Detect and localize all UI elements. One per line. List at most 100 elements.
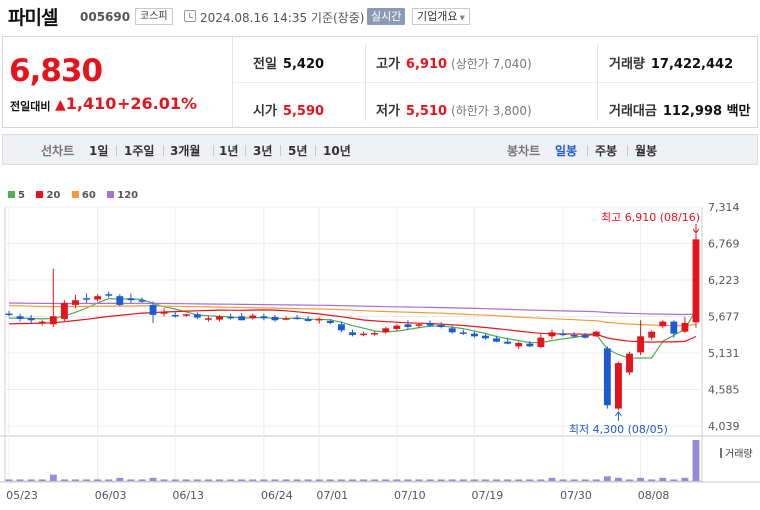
volume-bar [637,477,645,481]
stock-code: 005690 [80,10,131,24]
tab-daily[interactable]: 일봉 [555,144,578,158]
ma5-line [9,297,697,359]
ma20-line [8,309,697,343]
low-value: 5,510 [405,104,448,119]
realtime-button[interactable]: 실시간 [367,8,406,25]
candle-body [227,316,235,319]
candle-body [493,338,500,342]
candle-body [94,296,102,300]
amount-label: 거래대금 [609,104,657,119]
candle-body [293,317,301,320]
candle-body [326,320,334,323]
tab-3m[interactable]: 3개월 [170,144,201,158]
price-block: 6,830 전일대비 ▲1,410 +26.01% [3,37,233,127]
volume-bar [238,479,246,481]
volume-bar [304,479,312,481]
volume-bar [160,479,168,481]
candle-body [515,343,523,347]
tab-1d[interactable]: 1일 [89,144,109,158]
tab-1w[interactable]: 1주일 [124,144,155,158]
volume-label: 거래량 [609,57,645,72]
volume-bar [537,479,545,481]
volume-bar [72,479,79,481]
volume-bar [27,479,35,481]
y-tick-label: 4,039 [708,420,740,433]
volume-bar [504,479,512,481]
price-chart[interactable]: 05/23 06/03 06/13 06/24 07/01 07/10 07/19 07/30… [0,195,760,510]
tab-1y[interactable]: 1년 [219,144,239,158]
candle-body [105,294,113,296]
volume-bar [581,479,589,481]
volume-bar [515,479,523,481]
y-tick-label: 5,131 [708,347,740,360]
volume-bar [548,477,556,481]
upper-limit: (상한가 7,040) [451,57,532,71]
volume-bar [293,479,301,481]
legend-ma120-label: 120 [117,190,139,201]
volume-bar [260,479,268,481]
candle-body [448,328,456,333]
candle-body [415,324,423,326]
volume-bar [393,479,401,481]
candle-body [670,321,678,334]
ma60-line [8,305,697,327]
caret-down-icon: ▼ [459,14,465,22]
open-label: 시가 [253,104,277,119]
candle-body [482,335,489,339]
open-value: 5,590 [282,104,325,119]
volume-bar [127,479,135,481]
tab-10y[interactable]: 10년 [323,144,351,158]
candle-body [238,316,246,321]
volume-bar [681,477,689,481]
x-tick-label: 06/03 [95,489,127,502]
tab-monthly[interactable]: 월봉 [635,144,658,158]
volume-bar [437,479,445,481]
tab-weekly[interactable]: 주봉 [595,144,618,158]
candle-body [382,328,390,333]
as-of-time: 2024.08.16 14:35 기준(장중) [200,11,365,25]
candle-body [205,318,212,320]
legend-swatch [36,191,44,198]
divider [597,45,598,121]
company-info-button[interactable]: 기업개요 ▼ [412,8,470,25]
legend-swatch [107,191,115,198]
candle-body [626,353,633,373]
volume-bar [116,477,124,481]
volume-bar [205,479,212,481]
x-tick-label: 07/10 [394,489,426,502]
change-value: ▲1,410 [55,94,116,113]
legend-ma5-label: 5 [18,190,25,201]
volume-bar [692,440,700,481]
volume-bar [648,479,656,481]
candle-body [404,324,412,327]
candle-body [371,332,379,335]
tab-5y[interactable]: 5년 [288,144,308,158]
prev-close-label: 전일 [253,57,277,72]
y-tick-label: 7,314 [708,201,740,214]
candle-body [570,334,578,337]
volume-bar [470,479,478,481]
volume-bar [60,479,68,481]
change-amount: 1,410 [65,94,117,113]
clock-icon [184,10,196,22]
x-tick-label: 08/08 [638,489,670,502]
volume-bar [559,479,567,481]
candle-body [692,239,700,323]
high-label: 고가 [376,57,400,72]
candle-body [38,321,46,324]
candle-body [216,316,223,320]
volume-bar [659,477,667,481]
candle-body [60,302,68,319]
candle-body [160,312,168,314]
lower-limit: (하한가 3,800) [451,104,532,118]
volume-bar [216,479,223,481]
amount-value: 112,998 백만 [662,104,751,119]
candle-body [526,343,534,347]
x-tick-label: 07/19 [472,489,504,502]
candle-chart-label: 봉차트 [507,144,541,158]
candle-body [426,322,434,326]
volume-bar [138,479,146,481]
divider [627,145,628,156]
x-tick-label: 07/01 [316,489,348,502]
tab-3y[interactable]: 3년 [253,144,273,158]
